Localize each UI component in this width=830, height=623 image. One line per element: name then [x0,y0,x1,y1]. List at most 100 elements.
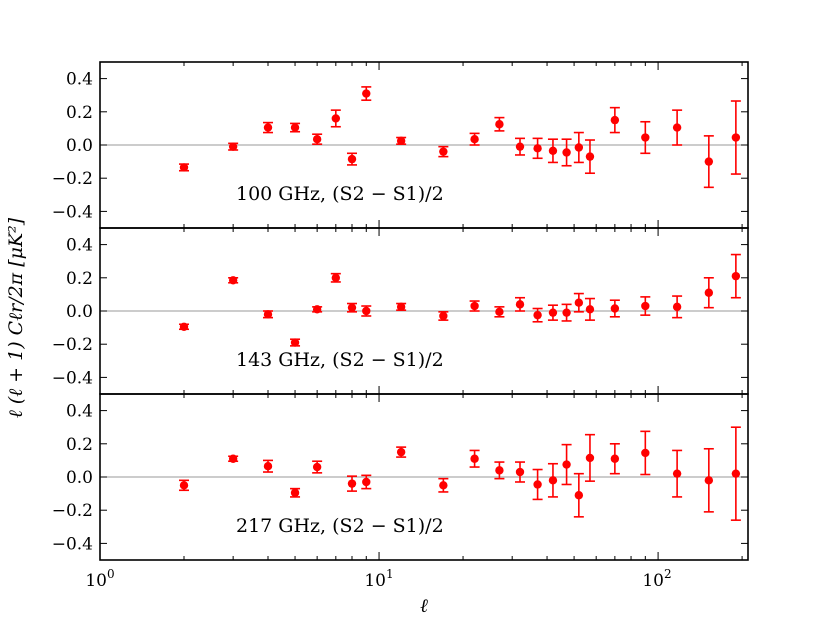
data-point [548,476,558,485]
data-point [548,308,558,317]
data-point [495,466,504,475]
panel-label: 100 GHz, (S2 − S1)/2 [236,183,444,205]
panel-label: 217 GHz, (S2 − S1)/2 [236,515,444,537]
data-point [641,301,650,311]
y-tick-label: −0.4 [52,202,93,222]
data-point [672,302,682,312]
panel-3: 0.4 0.2 0.0 −0.2 −0.4 217 GHz, (S2 − S1)/2 [52,393,749,575]
data-point [263,123,273,132]
data-points [179,253,741,347]
data-point [574,143,584,152]
data-point [362,306,371,316]
data-points [179,86,741,189]
data-point [585,453,595,463]
y-tick-label: −0.4 [52,368,93,388]
data-point [263,462,273,471]
data-point [228,142,238,151]
data-point [533,310,542,320]
y-tick-label: 0.2 [66,269,93,289]
data-point [574,298,584,307]
data-point [396,302,406,312]
data-point [312,305,322,314]
data-point [439,481,448,490]
y-tick-label: 0.2 [66,103,93,123]
data-point [610,304,620,313]
x-axis-label: ℓ [420,595,428,617]
x-tick-labels: 100 101 102 [85,567,671,591]
data-point [585,305,595,314]
data-point [672,469,682,478]
data-point [672,123,682,132]
data-point [585,152,595,161]
data-point [495,307,504,317]
data-point [439,147,448,156]
panel-2: 0.4 0.2 0.0 −0.2 −0.4 143 GHz, (S2 − S1)/2 [52,227,749,395]
data-point [362,477,371,487]
data-point [362,89,371,98]
data-point [610,454,620,463]
data-point [179,322,189,331]
x-tick-label-1: 100 [85,567,114,591]
y-tick-label: −0.2 [52,169,93,189]
data-point [290,338,300,347]
panel-label: 143 GHz, (S2 − S1)/2 [236,349,444,371]
data-point [332,567,340,575]
data-point [179,163,189,172]
panel-1: 0.4 0.2 0.0 −0.2 −0.4 100 GHz, (S2 − S1)/2 [52,61,749,229]
y-tick-label: −0.4 [52,534,93,554]
data-point [290,123,300,132]
data-point [347,479,357,488]
data-point [470,454,479,463]
data-point [533,480,542,489]
data-point [331,273,341,282]
data-point [396,136,406,146]
data-point [574,491,584,500]
y-tick-label: 0.0 [66,468,93,488]
data-point [562,148,571,157]
data-point [731,133,741,142]
data-point [704,476,714,485]
panel-frame [99,393,749,561]
data-point [515,142,525,151]
data-point [228,276,238,285]
y-tick-label: −0.2 [52,501,93,521]
data-point [641,448,650,458]
data-point [347,154,357,164]
y-tick-label: 0.0 [66,136,93,156]
data-point [331,114,341,123]
data-point [704,288,714,297]
x-tick-label-10: 101 [364,567,393,591]
data-point [641,133,650,142]
data-point [562,308,571,317]
data-point [290,488,300,497]
data-point [179,481,189,490]
y-axis-label: ℓ (ℓ + 1) Cℓr/2π [μK²] [5,217,27,418]
data-point [347,303,357,312]
y-tick-label: 0.2 [66,435,93,455]
data-point [704,157,714,166]
y-tick-label: 0.4 [66,70,93,90]
data-point [439,311,448,321]
data-point [312,462,322,472]
y-tick-label: 0.4 [66,236,93,256]
data-point [495,120,504,129]
data-point [263,310,273,319]
y-tick-label: 0.4 [66,402,93,422]
data-point [533,144,542,153]
data-point [470,301,479,311]
data-point [548,146,558,156]
data-points [179,426,741,575]
x-tick-label-100: 102 [642,567,671,591]
data-point [312,134,322,144]
data-point [562,460,571,469]
y-tick-label: −0.2 [52,335,93,355]
data-point [228,454,238,463]
data-point [731,271,741,281]
data-point [731,469,741,478]
data-point [396,447,406,457]
data-point [515,300,525,309]
data-point [610,115,620,125]
y-tick-label: 0.0 [66,302,93,322]
